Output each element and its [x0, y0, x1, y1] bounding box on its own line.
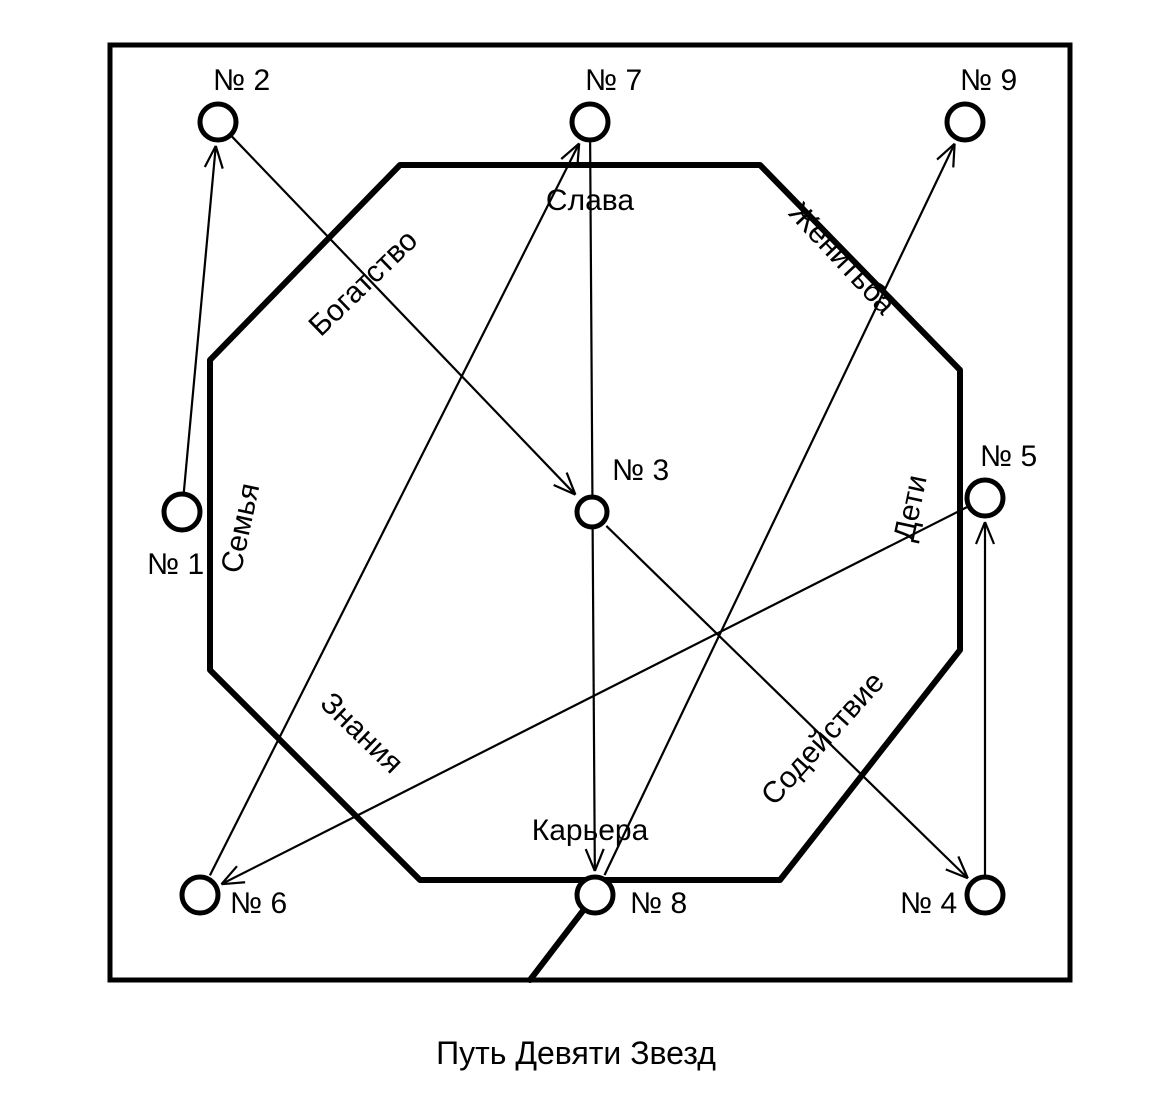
sector-label: Богатство: [303, 224, 425, 343]
diagram-svg: № 1 № 2 № 3 № 4 № 5 № 6 № 7 № 8 № 9 Слава Богатств…: [0, 0, 1152, 1105]
diagram-title: Путь Девяти Звезд: [0, 1035, 1152, 1072]
arrow-head: [221, 866, 237, 884]
sector-label: Дети: [888, 472, 934, 544]
path-arrow: [606, 526, 967, 878]
node-label-n6: № 6: [230, 887, 287, 920]
node-label-n9: № 9: [960, 64, 1017, 97]
arrow-head: [586, 849, 595, 871]
arrow-head: [561, 143, 579, 159]
node-n3: [577, 497, 607, 527]
node-label-n5: № 5: [980, 440, 1037, 473]
node-label-n1: № 1: [147, 548, 204, 581]
sector-label: Женитьба: [782, 196, 902, 321]
sector-label: Карьера: [532, 814, 649, 847]
arrow-head: [216, 146, 223, 169]
node-n1: [164, 494, 200, 530]
arrow-head: [595, 849, 604, 871]
node-label-n2: № 2: [213, 64, 270, 97]
node-n9: [947, 104, 983, 140]
node-n2: [200, 104, 236, 140]
sector-label: Содействие: [755, 666, 891, 812]
arrow-head: [976, 522, 985, 544]
sector-label: Слава: [546, 184, 634, 217]
node-n4: [967, 877, 1003, 913]
sector-label: Знания: [314, 686, 410, 780]
path-arrow: [232, 136, 576, 494]
arrow-head: [953, 144, 954, 168]
node-n6: [182, 877, 218, 913]
sector-label: Семья: [215, 480, 266, 576]
node-n5: [967, 480, 1003, 516]
node-label-n8: № 8: [630, 887, 687, 920]
node-label-n4: № 4: [900, 887, 957, 920]
node-label-n7: № 7: [585, 64, 642, 97]
node-n7: [572, 104, 608, 140]
arrow-head: [985, 522, 994, 544]
node-n8: [577, 877, 613, 913]
node-label-n3: № 3: [612, 454, 669, 487]
diagram-container: № 1 № 2 № 3 № 4 № 5 № 6 № 7 № 8 № 9 Слава Богатств…: [0, 0, 1152, 1105]
